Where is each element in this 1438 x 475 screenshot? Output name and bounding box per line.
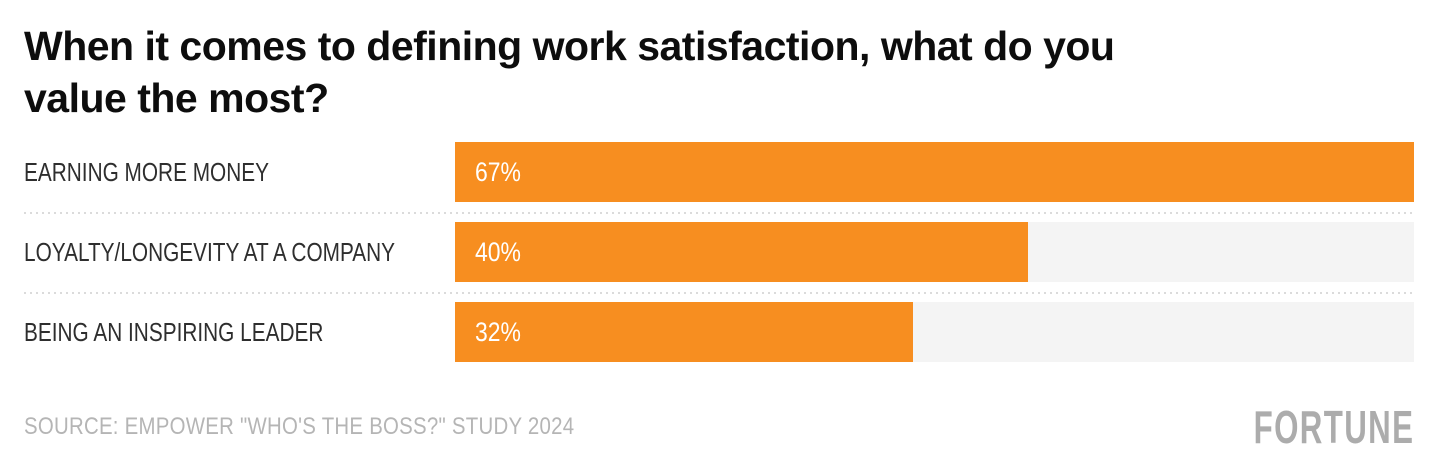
fortune-logo: FORTUNE bbox=[1253, 401, 1414, 453]
bar-value-label: 32% bbox=[475, 316, 521, 347]
bar-row: EARNING MORE MONEY 67% bbox=[24, 132, 1414, 212]
bar-value-label: 67% bbox=[475, 156, 521, 187]
bar-fill: 40% bbox=[455, 222, 1028, 282]
title-line-2: value the most? bbox=[24, 75, 329, 121]
bar-row: LOYALTY/LONGEVITY AT A COMPANY 40% bbox=[24, 212, 1414, 292]
bar-track: 32% bbox=[455, 302, 1414, 362]
chart-canvas: When it comes to defining work satisfact… bbox=[0, 20, 1438, 475]
bar-fill: 67% bbox=[455, 142, 1414, 202]
page-title: When it comes to defining work satisfact… bbox=[24, 20, 1414, 124]
footer: SOURCE: EMPOWER "WHO'S THE BOSS?" STUDY … bbox=[24, 400, 1414, 454]
bar-value-label: 40% bbox=[475, 236, 521, 267]
row-label: LOYALTY/LONGEVITY AT A COMPANY bbox=[24, 236, 396, 267]
title-line-1: When it comes to defining work satisfact… bbox=[24, 23, 1115, 69]
bar-track: 67% bbox=[455, 142, 1414, 202]
row-label: EARNING MORE MONEY bbox=[24, 156, 269, 187]
bar-row: BEING AN INSPIRING LEADER 32% bbox=[24, 292, 1414, 372]
bar-track: 40% bbox=[455, 222, 1414, 282]
bar-fill: 32% bbox=[455, 302, 914, 362]
source-note: SOURCE: EMPOWER "WHO'S THE BOSS?" STUDY … bbox=[24, 413, 575, 440]
bar-rows: EARNING MORE MONEY 67% LOYALTY/LONGEVITY… bbox=[24, 132, 1414, 372]
row-label: BEING AN INSPIRING LEADER bbox=[24, 316, 324, 347]
